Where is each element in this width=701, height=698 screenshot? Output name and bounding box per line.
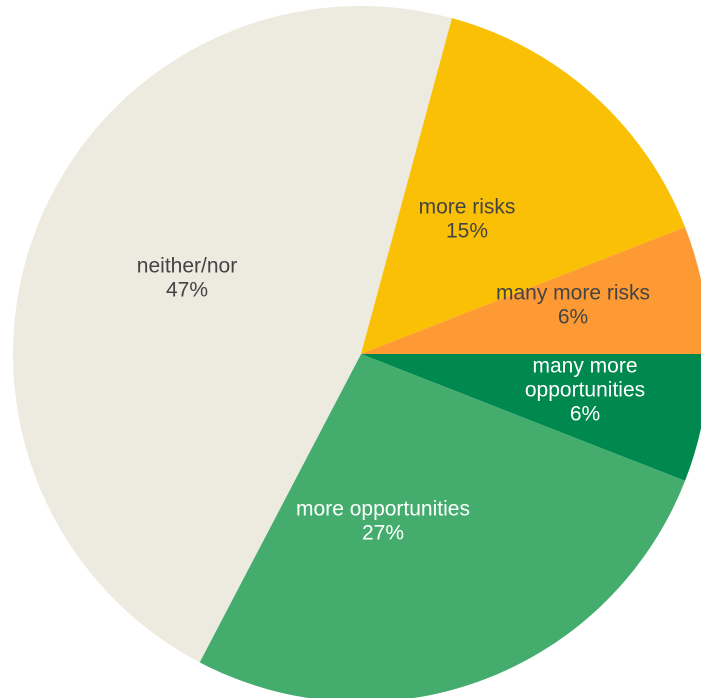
slice-label-neither-nor: neither/nor 47% [137, 255, 237, 302]
slice-label-many-more-risks: many more risks 6% [496, 282, 650, 329]
slice-label-many-more-opportunities: many more opportunities 6% [525, 355, 645, 426]
pie-slice-many-more-risks [361, 227, 701, 354]
slice-label-line: 15% [446, 220, 488, 243]
pie-slices [13, 5, 701, 698]
slice-label-line: 6% [570, 403, 600, 426]
slice-label-line: opportunities [525, 379, 645, 402]
slice-label-line: 47% [166, 279, 208, 302]
slice-label-more-opportunities: more opportunities 27% [296, 498, 470, 545]
slice-label-line: neither/nor [137, 255, 237, 278]
slice-label-line: more opportunities [296, 498, 470, 521]
slice-label-line: many more risks [496, 282, 650, 305]
slice-label-more-risks: more risks 15% [419, 196, 516, 243]
slice-label-line: many more [532, 355, 637, 378]
slice-label-line: 6% [558, 306, 588, 329]
pie-slice-neither-nor [13, 5, 452, 663]
pie-labels: many more opportunities 6%more opportuniti… [137, 196, 650, 545]
pie-slice-more-risks [361, 18, 686, 355]
slice-label-line: more risks [419, 196, 516, 219]
slice-label-line: 27% [362, 522, 404, 545]
pie-slice-more-opportunities [199, 354, 686, 698]
pie-slice-many-more-opportunities [361, 354, 701, 481]
